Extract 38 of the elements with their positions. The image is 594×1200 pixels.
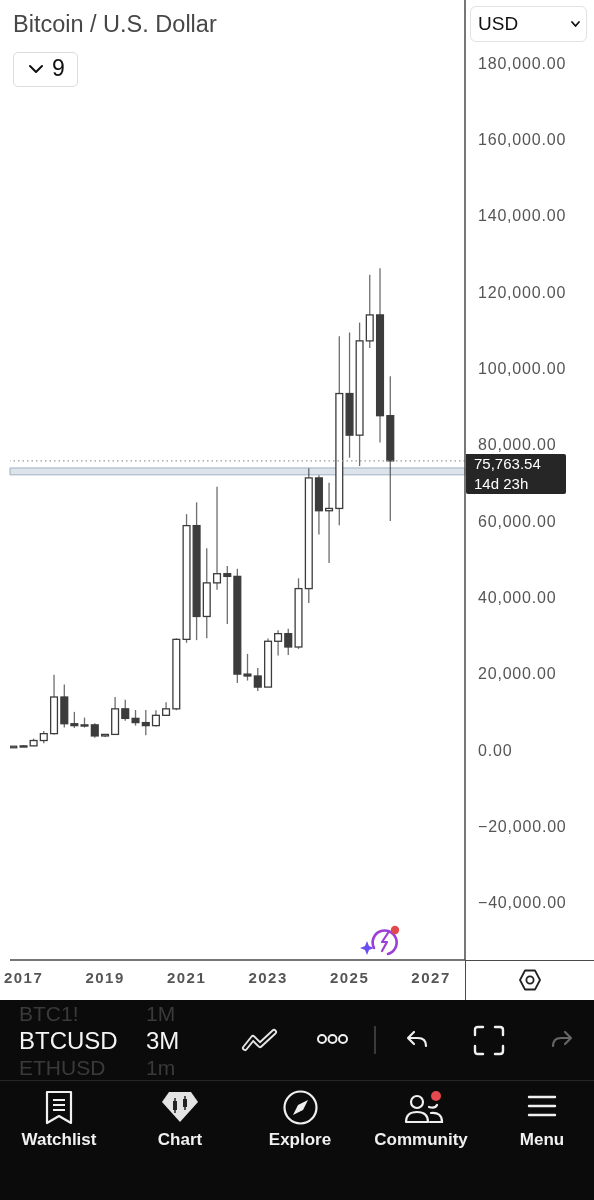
candlestick bbox=[141, 709, 150, 736]
y-tick-label: −40,000.00 bbox=[478, 894, 567, 912]
candlestick bbox=[212, 486, 222, 591]
text: Explore bbox=[267, 1130, 333, 1150]
y-tick-label: 60,000.00 bbox=[478, 512, 557, 530]
text: Community bbox=[373, 1130, 469, 1150]
candlestick bbox=[274, 629, 283, 657]
x-tick-label: 2023 bbox=[248, 968, 288, 986]
text: Menu bbox=[518, 1130, 566, 1150]
candlestick bbox=[223, 565, 232, 625]
x-tick-label: 2017 bbox=[3, 968, 44, 986]
y-tick-label: 140,000.00 bbox=[478, 207, 567, 225]
y-tick-label: 20,000.00 bbox=[478, 665, 557, 683]
text: Bitcoin / U.S. Dollar bbox=[13, 11, 217, 38]
y-tick-label: 160,000.00 bbox=[478, 131, 567, 148]
candlestick bbox=[253, 667, 262, 692]
candlestick bbox=[121, 699, 130, 722]
ref-line-label: 75,763.54 bbox=[466, 454, 566, 475]
x-tick-label: 2025 bbox=[329, 968, 370, 986]
x-tick-label: 2021 bbox=[166, 968, 207, 986]
y-tick-label: −20,000.00 bbox=[478, 818, 567, 836]
x-tick-label: 2027 bbox=[411, 968, 451, 986]
text: 14d 23h bbox=[466, 474, 566, 495]
y-tick-label: 0.00 bbox=[478, 741, 513, 759]
annotation: 9 bbox=[52, 55, 65, 82]
y-tick-label: 80,000.00 bbox=[478, 436, 557, 454]
y-tick-label: 100,000.00 bbox=[478, 360, 567, 378]
candlestick bbox=[243, 653, 252, 682]
y-tick-label: 40,000.00 bbox=[478, 589, 557, 607]
text: USD bbox=[478, 13, 519, 35]
y-tick-label: 180,000.00 bbox=[478, 54, 567, 72]
text: BTCUSD bbox=[19, 1027, 118, 1055]
text: Chart bbox=[156, 1130, 204, 1150]
x-tick-label: 2019 bbox=[85, 968, 125, 986]
text: 3M bbox=[146, 1027, 180, 1055]
text: Watchlist bbox=[20, 1130, 98, 1150]
candlestick bbox=[284, 628, 293, 656]
y-tick-label: 120,000.00 bbox=[478, 283, 567, 301]
